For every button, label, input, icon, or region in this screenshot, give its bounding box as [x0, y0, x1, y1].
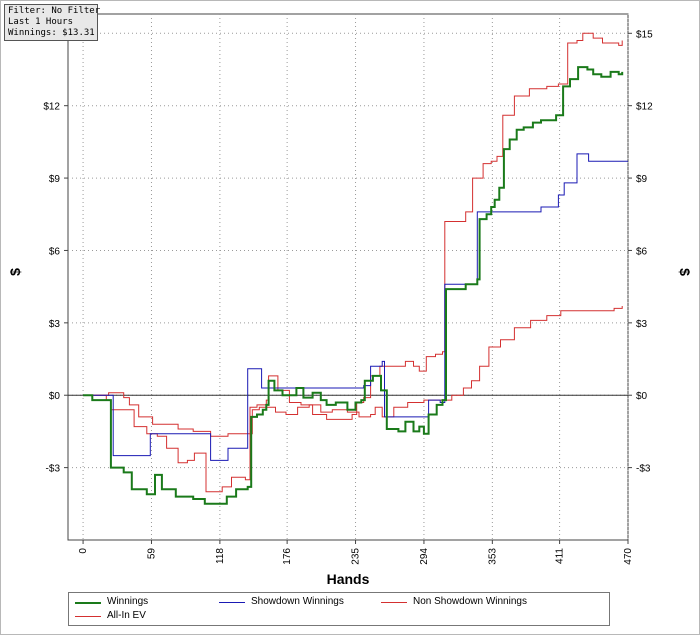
legend-label-showdown: Showdown Winnings — [251, 596, 344, 607]
y-tick-label-right: $12 — [636, 102, 653, 113]
winnings-text: Winnings: $13.31 — [8, 28, 95, 38]
x-tick-label: 59 — [146, 548, 157, 560]
x-tick-label: 176 — [282, 548, 293, 565]
x-tick-label: 0 — [78, 548, 89, 554]
info-box: Filter: No Filter Last 1 Hours Winnings:… — [4, 4, 101, 41]
y-axis-label-left: $ — [7, 268, 23, 276]
y-tick-label-right: $9 — [636, 174, 648, 185]
period-text: Last 1 Hours — [8, 17, 74, 27]
y-tick-label-left: $12 — [43, 102, 60, 113]
x-tick-label: 470 — [623, 548, 634, 565]
legend-swatch-winnings — [75, 602, 101, 604]
series-line-showdown-winnings — [83, 153, 628, 461]
y-tick-label-right: -$3 — [636, 464, 651, 475]
y-tick-label-right: $0 — [636, 391, 648, 402]
legend-label-allin-ev: All-In EV — [107, 610, 146, 621]
filter-text: Filter: No Filter — [8, 6, 101, 16]
y-tick-label-left: $6 — [49, 246, 61, 257]
legend-swatch-allin-ev — [75, 616, 101, 617]
y-tick-label-right: $6 — [636, 246, 648, 257]
series-line-all-in-ev — [83, 32, 623, 493]
x-tick-labels: 0 59 118 176 235 294 353 411 470 — [78, 540, 634, 565]
x-tick-label: 294 — [419, 548, 430, 565]
x-tick-label: 353 — [487, 548, 498, 565]
y-tick-label-left: $9 — [49, 174, 61, 185]
series-line-winnings — [83, 66, 624, 505]
y-tick-label-right: $15 — [636, 29, 653, 40]
y-tick-label-right: $3 — [636, 319, 648, 330]
x-tick-label: 411 — [555, 548, 566, 564]
legend-swatch-showdown — [219, 602, 245, 603]
x-tick-label: 235 — [351, 548, 362, 565]
legend-swatch-non-showdown — [381, 602, 407, 603]
series-lines — [83, 32, 628, 505]
y-tick-label-left: -$3 — [46, 464, 61, 475]
x-axis-label: Hands — [327, 571, 370, 587]
series-line-non-showdown-winnings — [83, 306, 623, 437]
y-axis-label-right: $ — [677, 268, 693, 276]
y-tick-labels: -$3-$3$0$0$3$3$6$6$9$9$12$12$15$15 — [43, 29, 653, 474]
legend-label-non-showdown: Non Showdown Winnings — [413, 596, 527, 607]
plot-area — [67, 13, 629, 541]
y-tick-label-left: $0 — [49, 391, 61, 402]
y-tick-label-left: $3 — [49, 319, 61, 330]
legend-label-winnings: Winnings — [107, 596, 149, 607]
legend: Winnings Showdown Winnings Non Showdown … — [68, 592, 610, 626]
x-tick-label: 118 — [215, 548, 226, 564]
